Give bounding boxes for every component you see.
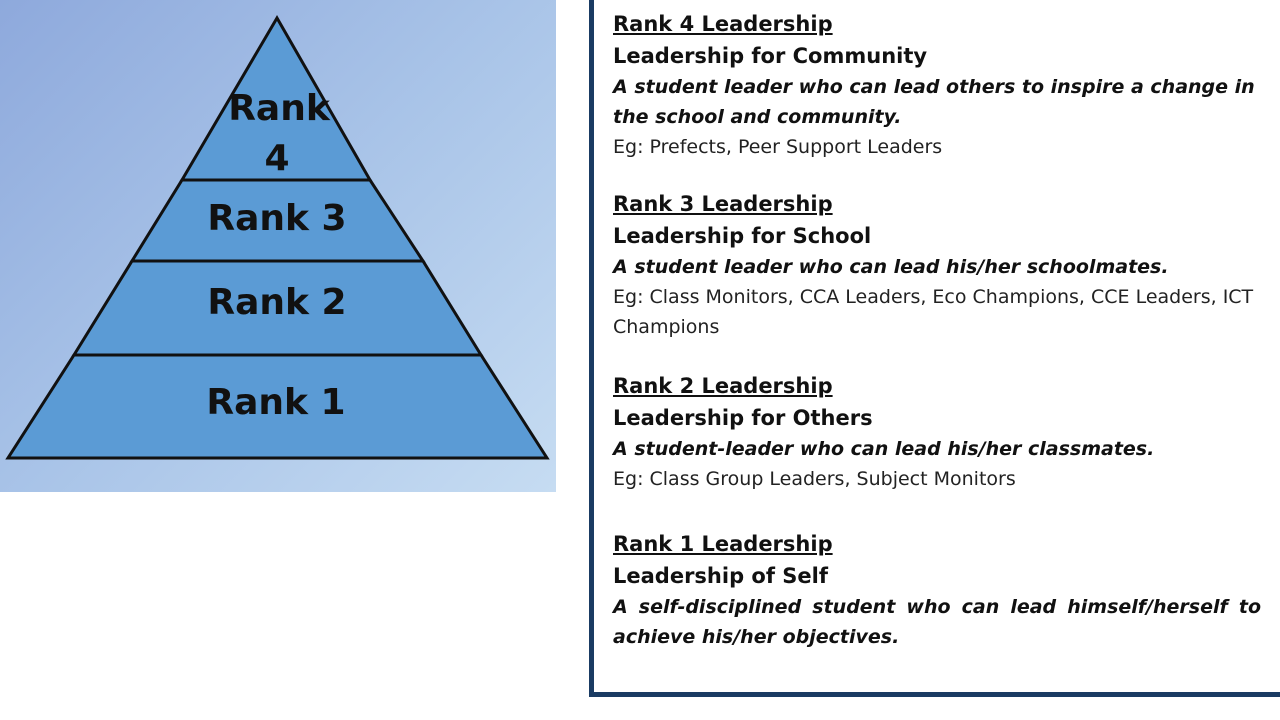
pyramid-label-rank-1: Rank 1 — [206, 382, 345, 423]
rank-4-description: A student leader who can lead others to … — [613, 76, 1255, 128]
rank-3-description: A student leader who can lead his/her sc… — [613, 256, 1169, 278]
rank-2-example: Eg: Class Group Leaders, Subject Monitor… — [613, 468, 1016, 490]
pyramid-label-rank-4-line2: 4 — [264, 138, 289, 179]
rank-4-subtitle: Leadership for Community — [613, 44, 928, 68]
rank-3-example: Eg: Class Monitors, CCA Leaders, Eco Cha… — [613, 286, 1254, 338]
rank-2-subtitle: Leadership for Others — [613, 406, 873, 430]
rank-4-block: Rank 4 Leadership Leadership for Communi… — [613, 8, 1261, 162]
rank-3-subtitle: Leadership for School — [613, 224, 872, 248]
rank-4-heading: Rank 4 Leadership — [613, 12, 833, 36]
descriptions-panel — [589, 0, 1280, 697]
rank-3-heading: Rank 3 Leadership — [613, 192, 833, 216]
rank-2-description: A student-leader who can lead his/her cl… — [613, 438, 1155, 460]
rank-1-description: A self-disciplined student who can lead … — [613, 596, 1261, 648]
descriptions-content: Rank 4 Leadership Leadership for Communi… — [613, 8, 1261, 652]
rank-2-heading: Rank 2 Leadership — [613, 374, 833, 398]
rank-2-block: Rank 2 Leadership Leadership for Others … — [613, 370, 1261, 494]
pyramid-label-rank-2: Rank 2 — [207, 282, 346, 323]
pyramid-label-rank-4-line1: Rank — [228, 88, 331, 129]
rank-1-block: Rank 1 Leadership Leadership of Self A s… — [613, 528, 1261, 652]
leadership-pyramid: Rank 4 Rank 3 Rank 2 Rank 1 — [5, 15, 550, 460]
rank-4-example: Eg: Prefects, Peer Support Leaders — [613, 136, 943, 158]
pyramid-label-rank-3: Rank 3 — [207, 198, 346, 239]
rank-3-block: Rank 3 Leadership Leadership for School … — [613, 188, 1261, 342]
pyramid-panel: Rank 4 Rank 3 Rank 2 Rank 1 — [0, 0, 556, 492]
rank-1-subtitle: Leadership of Self — [613, 564, 828, 588]
pyramid-tier-rank-1 — [5, 353, 550, 460]
rank-1-heading: Rank 1 Leadership — [613, 532, 833, 556]
